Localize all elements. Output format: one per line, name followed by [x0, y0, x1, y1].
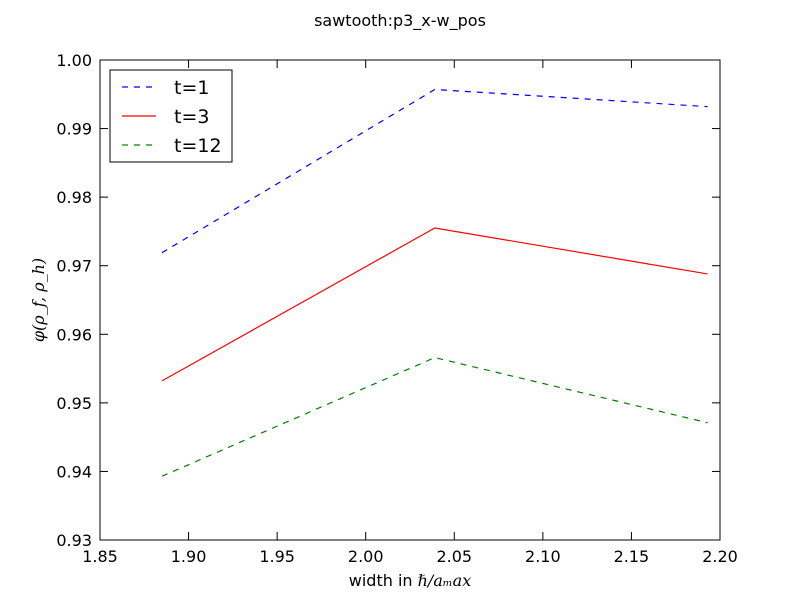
- chart-title: sawtooth:p3_x-w_pos: [314, 11, 486, 31]
- x-tick-label: 2.15: [614, 547, 650, 566]
- x-tick-label: 1.90: [171, 547, 207, 566]
- x-tick-label: 2.10: [525, 547, 561, 566]
- y-tick-label: 0.99: [56, 120, 92, 139]
- x-axis-label-prefix: width in: [349, 571, 418, 590]
- plot-area-frame: [99, 59, 721, 541]
- y-tick-label: 0.98: [56, 188, 92, 207]
- legend-label: t=1: [174, 77, 209, 99]
- series-lines: [161, 88, 708, 477]
- y-tick-label: 0.95: [56, 394, 92, 413]
- legend: t=1 t=3 t=12: [109, 69, 233, 163]
- x-tick-label: 2.05: [436, 547, 472, 566]
- series-line-t-3: [161, 227, 708, 382]
- series-line-t-12: [161, 356, 708, 477]
- x-axis: 1.85 1.90 1.95 2.00 2.05 2.10 2.15 2.20: [82, 60, 738, 566]
- y-tick-label: 0.94: [56, 462, 92, 481]
- x-tick-label: 2.20: [702, 547, 738, 566]
- x-axis-label: width in ℏ/aₘax: [349, 571, 471, 590]
- legend-label: t=3: [174, 106, 209, 128]
- y-axis-label: φ(ρ_f, ρ_h): [29, 258, 48, 342]
- legend-label: t=12: [174, 135, 222, 157]
- x-axis-label-math: ℏ/aₘax: [418, 571, 472, 590]
- y-tick-label: 1.00: [56, 51, 92, 70]
- y-axis: 0.93 0.94 0.95 0.96 0.97 0.98 0.99 1.00: [56, 51, 720, 550]
- x-tick-label: 1.95: [259, 547, 295, 566]
- series-line-t-1: [161, 88, 708, 254]
- x-tick-label: 2.00: [348, 547, 384, 566]
- y-tick-label: 0.93: [56, 531, 92, 550]
- y-tick-label: 0.97: [56, 257, 92, 276]
- x-tick-label: 1.85: [82, 547, 118, 566]
- y-tick-label: 0.96: [56, 325, 92, 344]
